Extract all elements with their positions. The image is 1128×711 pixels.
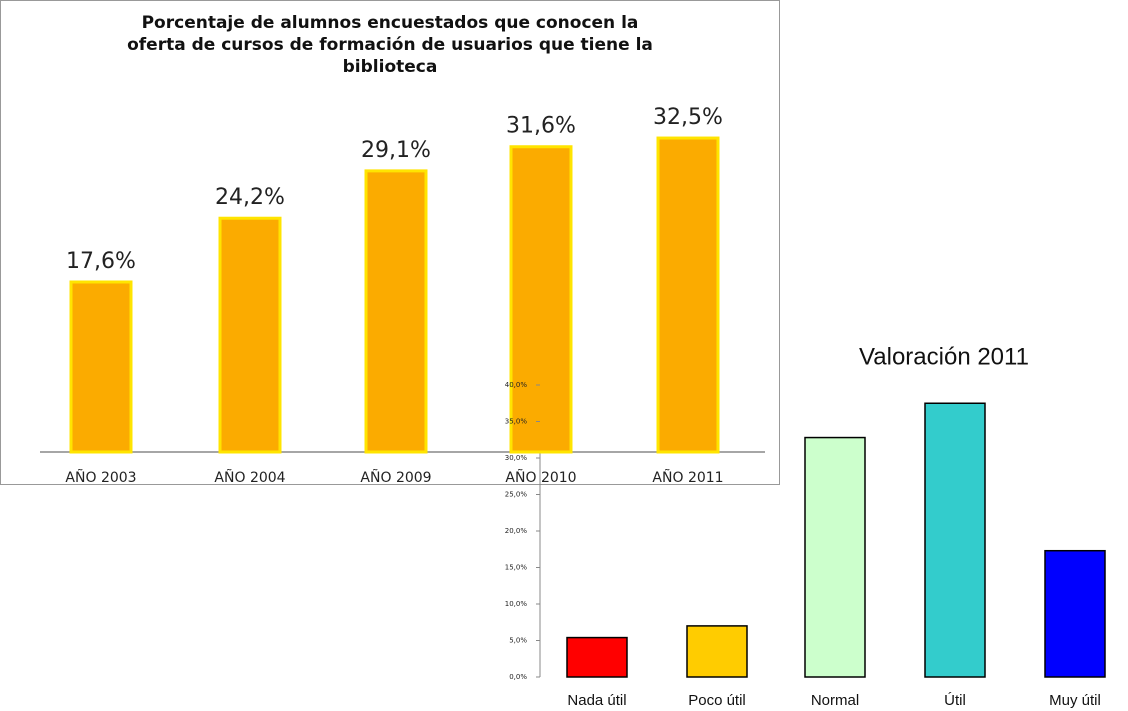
x-tick-label: AÑO 2009	[360, 469, 431, 486]
y-tick-label: 35,0%	[505, 418, 528, 426]
chart-title-2: Valoración 2011	[859, 343, 1029, 370]
y-tick-label: 40,0%	[505, 381, 528, 389]
y-tick-label: 30,0%	[505, 454, 528, 462]
value-label: 31,6%	[506, 114, 576, 139]
x-tick-label: AÑO 2011	[652, 469, 723, 486]
value-label: 17,6%	[66, 249, 136, 274]
bar	[509, 145, 573, 454]
bar	[804, 436, 866, 678]
y-tick-label: 15,0%	[505, 564, 528, 572]
y-tick-label: 5,0%	[509, 637, 527, 645]
y-tick-label: 20,0%	[505, 527, 528, 535]
bar	[686, 625, 748, 678]
x-tick-label: Poco útil	[688, 692, 746, 709]
x-tick-label: Útil	[944, 692, 966, 709]
value-label: 24,2%	[215, 185, 285, 210]
chart-title: Porcentaje de alumnos encuestados que co…	[127, 13, 653, 77]
bar	[656, 136, 720, 454]
y-tick-label: 10,0%	[505, 600, 528, 608]
title-box: Porcentaje de alumnos encuestados que co…	[127, 13, 653, 77]
x-tick-label: Nada útil	[567, 692, 626, 709]
x-tick-label: Normal	[811, 692, 859, 709]
bar	[924, 402, 986, 678]
x-tick-label: AÑO 2010	[505, 469, 576, 486]
x-tick-label: AÑO 2003	[65, 469, 136, 486]
value-label: 29,1%	[361, 138, 431, 163]
bar	[364, 169, 428, 454]
bar	[1044, 549, 1106, 678]
bar	[566, 636, 628, 678]
y-tick-label: 0,0%	[509, 673, 527, 681]
bar	[218, 216, 282, 454]
value-label: 32,5%	[653, 105, 723, 130]
x-tick-label: AÑO 2004	[214, 469, 285, 486]
bar	[69, 280, 133, 454]
x-tick-label: Muy útil	[1049, 692, 1101, 709]
y-tick-label: 25,0%	[505, 491, 528, 499]
